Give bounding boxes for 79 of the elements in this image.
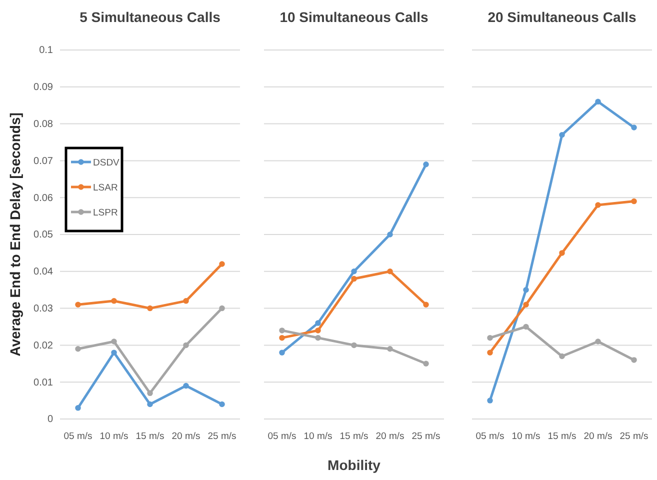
point [523,324,529,330]
x-tick-label: 25 m/s [412,431,440,442]
point [279,350,285,356]
chart-title: 20 Simultaneous Calls [488,9,637,25]
x-tick-label: 10 m/s [100,431,128,442]
y-tick-label: 0.06 [34,192,54,204]
point [75,346,81,352]
y-tick-label: 0.08 [34,119,54,130]
x-tick-label: 10 m/s [304,431,332,442]
point [631,198,637,204]
point [559,132,565,138]
point [351,276,357,282]
x-tick-label: 20 m/s [376,431,404,442]
point [387,232,393,238]
y-tick-label: 0.1 [39,45,54,56]
point [351,342,357,348]
point [219,305,225,312]
x-tick-label: 05 m/s [268,431,296,442]
point [595,202,601,208]
point [387,346,393,352]
point [315,320,321,326]
point [559,353,565,360]
point [387,268,393,274]
x-tick-label: 05 m/s [476,431,504,442]
point [423,302,429,308]
y-tick-label: 0.02 [34,340,54,352]
point [75,302,81,308]
x-tick-label: 10 m/s [512,431,540,442]
y-tick-label: 0.07 [34,156,54,167]
point [523,302,529,308]
y-axis-title: Average End to End Delay [seconds] [7,112,23,356]
point [219,261,225,267]
point [487,334,493,341]
point [631,124,637,130]
point [351,268,357,274]
point [183,382,189,389]
x-tick-label: 15 m/s [340,431,368,442]
point [559,250,565,256]
point [279,334,285,341]
point [315,328,321,334]
point [595,98,601,105]
point [423,360,429,367]
y-tick-label: 0 [47,414,54,426]
point [487,350,493,356]
point [423,162,429,168]
chart-title: 10 Simultaneous Calls [280,9,429,25]
legend-label: LSAR [93,182,118,194]
x-tick-label: 25 m/s [620,431,648,442]
x-tick-label: 25 m/s [208,431,236,442]
legend-label: DSDV [93,158,120,168]
point [183,298,189,304]
x-tick-label: 20 m/s [584,431,612,442]
point [75,405,81,411]
point [147,390,153,396]
y-tick-label: 0.05 [34,230,54,241]
point [631,357,637,363]
x-tick-label: 15 m/s [548,431,576,442]
point [279,328,285,334]
point [111,338,117,344]
point [595,338,601,344]
x-tick-label: 15 m/s [136,431,164,442]
legend-label: LSPR [93,208,118,218]
point [523,286,529,293]
x-axis-title: Mobility [328,457,381,473]
x-tick-label: 20 m/s [172,431,200,442]
point [147,305,153,312]
y-tick-label: 0.09 [34,82,54,94]
y-tick-label: 0.03 [34,304,54,314]
y-tick-label: 0.04 [34,266,54,278]
x-tick-label: 05 m/s [64,431,92,442]
point [147,401,153,408]
point [219,401,225,408]
point [315,334,321,341]
chart-title: 5 Simultaneous Calls [80,9,221,25]
y-tick-label: 0.01 [34,377,54,388]
point [111,350,117,356]
point [487,398,493,404]
point [183,342,189,348]
point [111,298,117,304]
